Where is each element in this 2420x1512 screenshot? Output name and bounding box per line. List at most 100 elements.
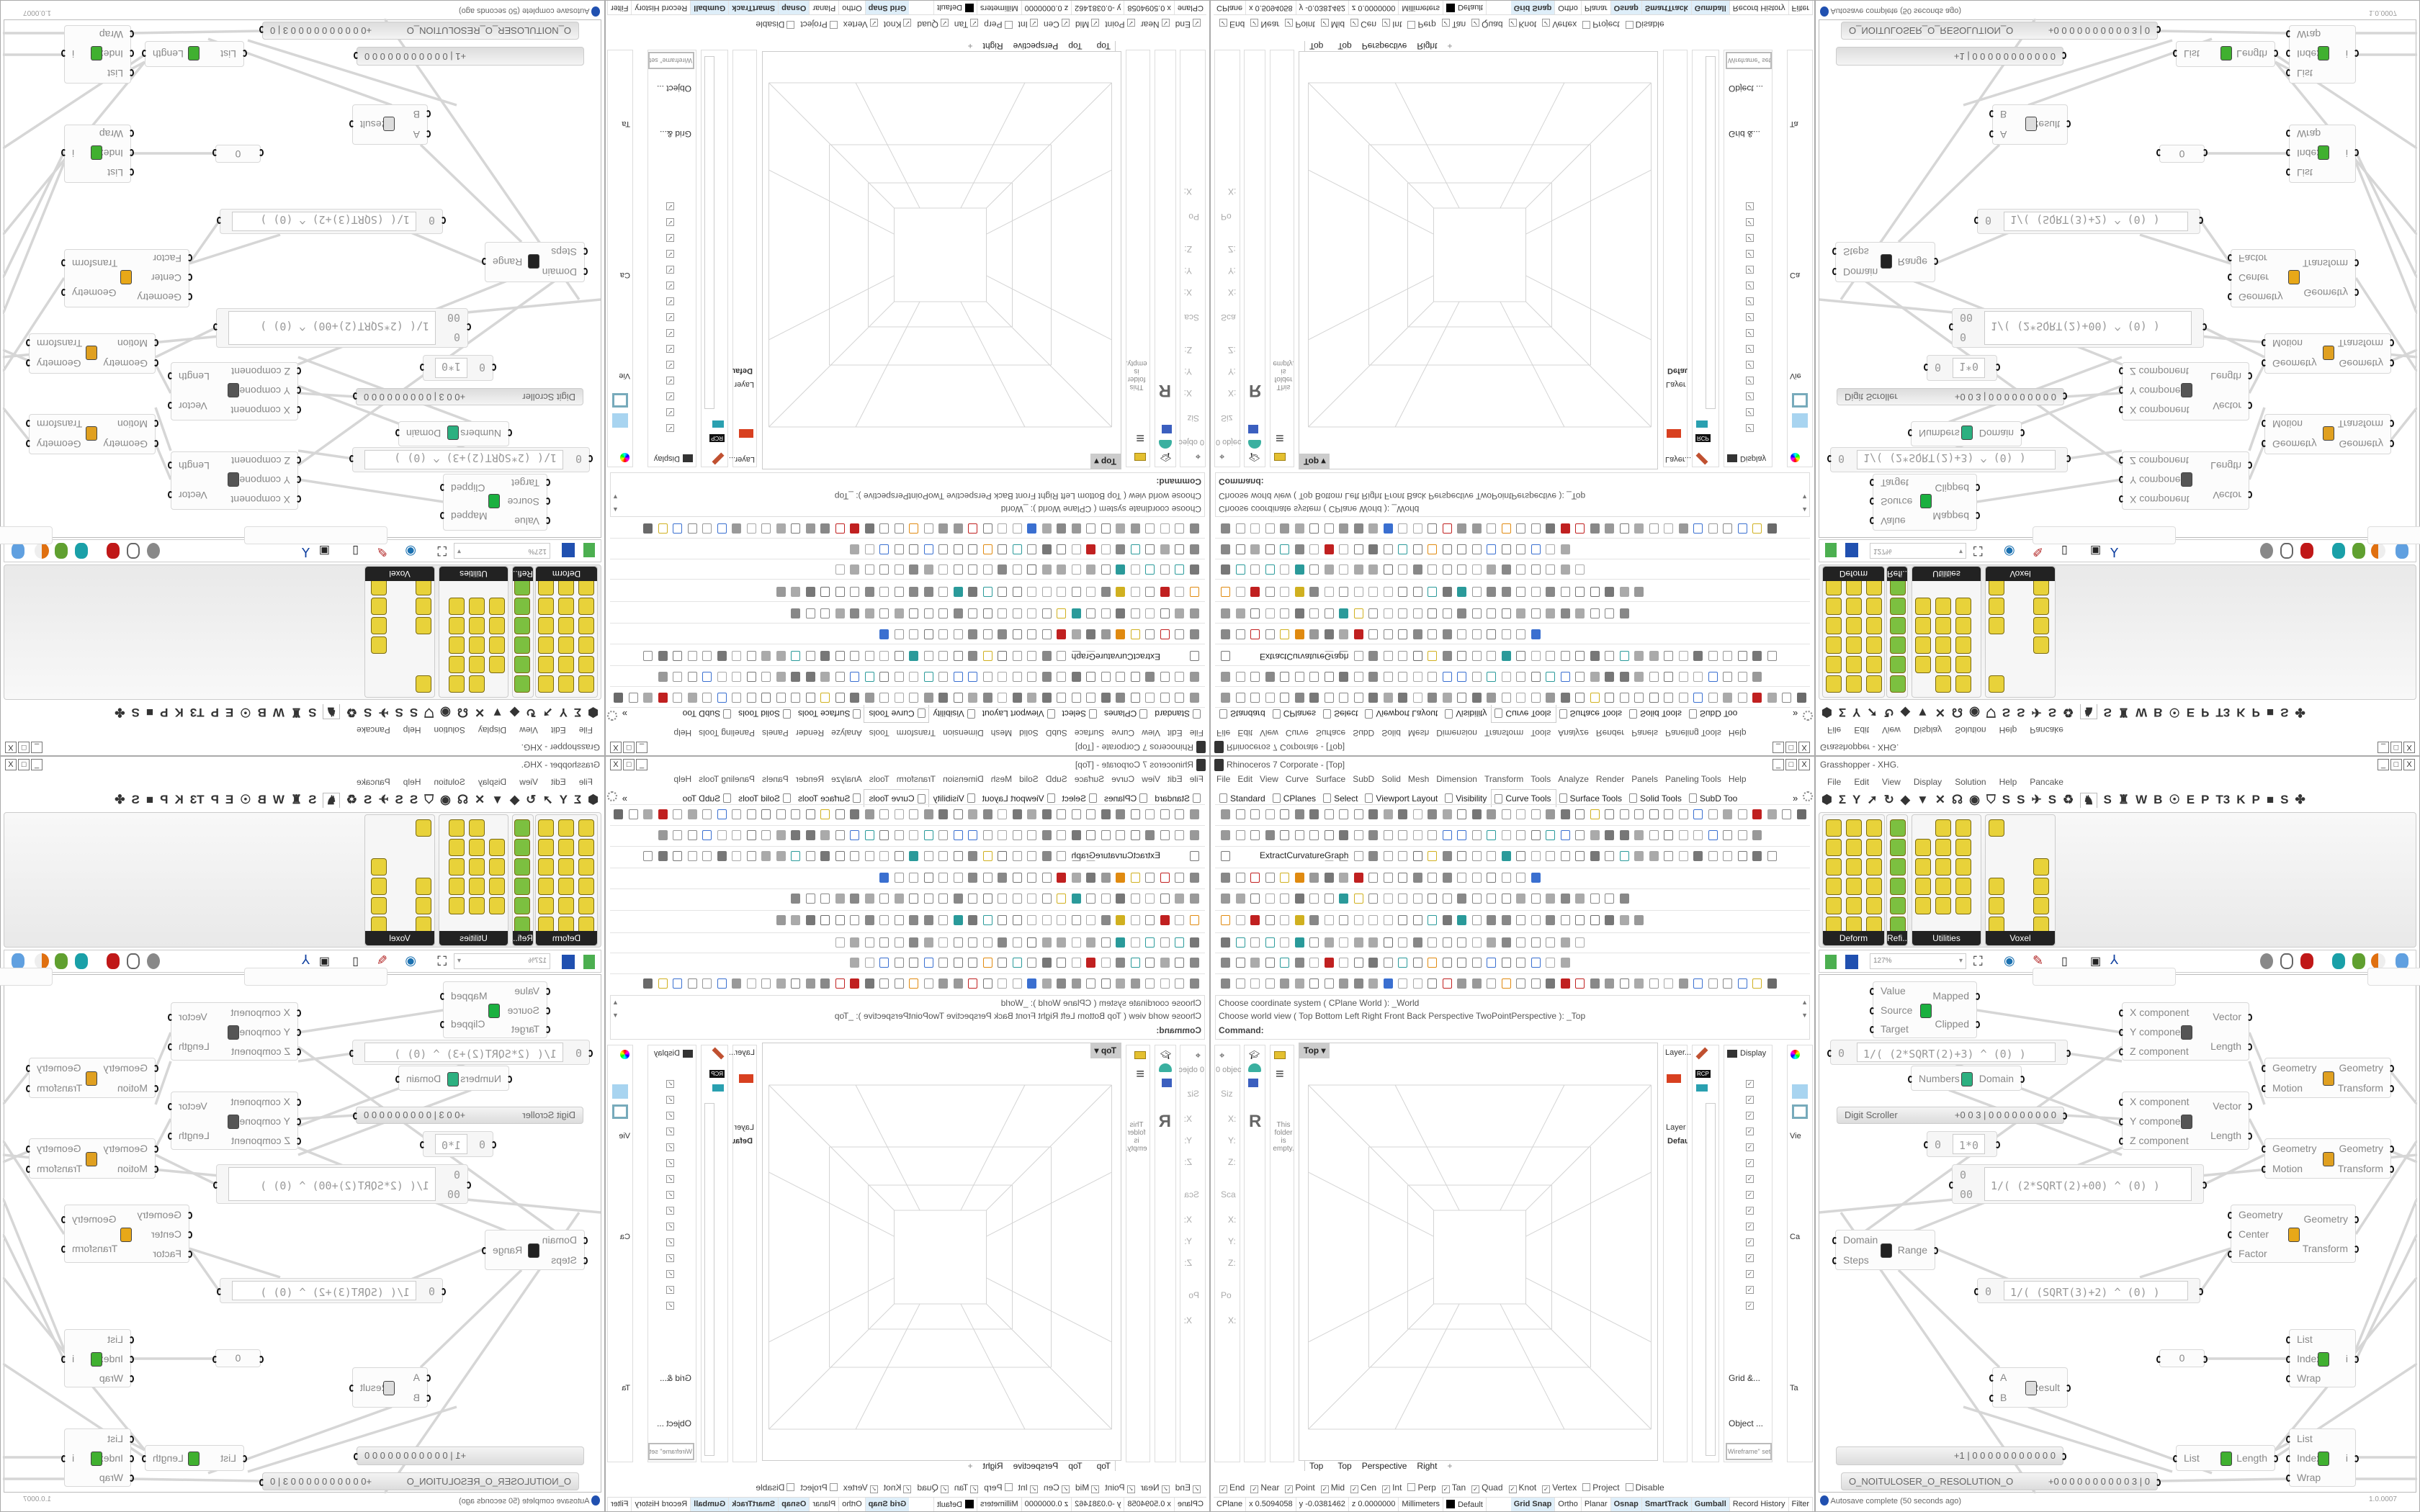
tool-icon[interactable] — [1471, 915, 1482, 925]
display-option-checkbox[interactable]: ✓ — [666, 1270, 674, 1278]
output-param[interactable]: Length — [179, 1129, 210, 1141]
tool-icon[interactable] — [938, 587, 949, 597]
expression-text[interactable]: 1/( (SQRT(3)+2) ^ (0) ) — [232, 1281, 416, 1300]
tool-icon[interactable] — [835, 693, 845, 703]
display-option-checkbox[interactable]: ✓ — [666, 361, 674, 369]
display-option-checkbox[interactable]: ✓ — [666, 1112, 674, 1120]
tool-icon[interactable] — [1487, 937, 1496, 948]
component-icon[interactable] — [1915, 617, 1931, 634]
output-param[interactable]: Length — [2236, 48, 2267, 60]
tool-icon[interactable] — [1516, 978, 1525, 989]
output-port[interactable] — [61, 1216, 66, 1224]
gh-tab[interactable]: ✤ — [2295, 706, 2305, 719]
input-port[interactable] — [2262, 339, 2267, 346]
input-port[interactable] — [2119, 1117, 2124, 1125]
tool-icon[interactable] — [983, 873, 992, 883]
input-param[interactable]: Target — [1881, 477, 1909, 490]
tool-icon[interactable] — [1412, 830, 1422, 840]
tool-icon[interactable] — [1013, 809, 1022, 819]
component-icon[interactable] — [371, 897, 387, 914]
hamburger-icon[interactable]: ≡ — [1276, 430, 1284, 446]
tool-icon[interactable] — [1398, 978, 1407, 989]
tool-icon[interactable] — [998, 672, 1008, 682]
input-param[interactable]: Motion — [117, 418, 148, 430]
tool-icon[interactable] — [968, 873, 978, 883]
tool-icon[interactable] — [1634, 587, 1644, 597]
gh-tab[interactable]: ☊ — [1952, 793, 1963, 806]
tool-icon[interactable] — [658, 672, 668, 682]
tool-icon[interactable] — [1280, 544, 1289, 554]
tool-icon[interactable] — [806, 672, 815, 682]
output-param[interactable]: i — [72, 148, 75, 160]
tool-icon[interactable] — [1383, 809, 1393, 819]
tool-icon[interactable] — [1145, 873, 1155, 883]
tool-icon[interactable] — [1353, 958, 1363, 968]
tool-icon[interactable] — [1501, 978, 1511, 989]
mesh-quality-icon[interactable] — [75, 953, 88, 969]
tool-icon[interactable] — [865, 894, 874, 904]
tool-icon[interactable] — [1235, 937, 1245, 948]
tool-icon[interactable] — [1442, 978, 1452, 989]
output-port[interactable] — [482, 258, 487, 265]
input-param[interactable]: Numbers — [460, 428, 501, 440]
tool-icon[interactable] — [1634, 523, 1644, 534]
gh-tab[interactable]: Σ — [573, 793, 582, 806]
component-icon[interactable] — [578, 858, 594, 876]
input-param[interactable]: X component — [230, 405, 291, 417]
component-icon[interactable] — [449, 617, 465, 634]
scrollbar[interactable] — [1706, 56, 1716, 409]
tool-icon[interactable] — [1368, 894, 1378, 904]
tool-icon[interactable] — [1560, 523, 1570, 534]
tool-icon[interactable] — [1693, 672, 1703, 682]
maximize-button[interactable]: □ — [623, 759, 635, 770]
input-port[interactable] — [129, 1454, 134, 1462]
tool-icon[interactable] — [1678, 693, 1688, 703]
gh-menu-file[interactable]: File — [1827, 777, 1842, 787]
tool-icon[interactable] — [1309, 809, 1319, 819]
component-icon[interactable] — [1915, 656, 1931, 673]
gh-menu-view[interactable]: View — [519, 725, 538, 735]
sketch-pen-icon[interactable]: ✎ — [376, 953, 387, 968]
scroll-up-button[interactable]: ▲ — [612, 999, 619, 1006]
wire[interactable] — [189, 1247, 281, 1279]
display-option-checkbox[interactable]: ✓ — [666, 1175, 674, 1183]
status-toggle-filter[interactable]: Filter — [1788, 1, 1813, 14]
expression-component[interactable]: 0 1/( (2*SQRT(2)+3) ^ (0) ) — [349, 447, 593, 472]
menu-panels[interactable]: Panels — [762, 774, 789, 784]
input-param[interactable]: List — [2184, 1452, 2200, 1464]
input-param[interactable]: List — [107, 167, 123, 179]
tool-icon[interactable] — [1116, 937, 1126, 948]
osnap-perp[interactable]: Perp — [1407, 19, 1436, 30]
tool-icon[interactable] — [643, 978, 653, 989]
tool-icon[interactable] — [835, 978, 845, 989]
expression-component[interactable]: 0 1/( (SQRT(3)+2) ^ (0) ) — [1974, 209, 2203, 234]
input-param[interactable]: Source — [507, 496, 539, 508]
checkbox[interactable]: ✓ — [1029, 1485, 1038, 1493]
output-param[interactable]: Transform — [2337, 418, 2383, 430]
minimize-button[interactable]: _ — [31, 742, 42, 753]
tool-icon[interactable] — [983, 651, 992, 661]
tool-icon[interactable] — [1131, 587, 1140, 597]
tool-icon[interactable] — [1190, 672, 1199, 682]
chevron-down-icon[interactable]: ▾ — [1094, 456, 1099, 467]
tool-icon[interactable] — [924, 894, 933, 904]
expression-input[interactable]: 0 — [478, 361, 485, 374]
tool-icon[interactable] — [1221, 544, 1230, 554]
tool-icon[interactable] — [865, 608, 874, 618]
material-preview-icon[interactable] — [35, 953, 49, 969]
tool-icon[interactable] — [747, 830, 756, 840]
checkbox[interactable]: ✓ — [903, 1485, 912, 1493]
menu-dimension[interactable]: Dimension — [1436, 774, 1477, 784]
gear-icon[interactable] — [607, 711, 617, 721]
component-icon[interactable] — [538, 839, 554, 856]
panel-component[interactable]: 0 — [2156, 145, 2208, 163]
tool-icon[interactable] — [1294, 915, 1304, 925]
mesh-quality-icon[interactable] — [2332, 543, 2345, 559]
tool-icon[interactable] — [1190, 651, 1199, 661]
tool-icon[interactable] — [629, 809, 638, 819]
menu-panels[interactable]: Panels — [762, 728, 789, 738]
tool-icon[interactable] — [761, 830, 771, 840]
expression-component[interactable]: 0 1/( (SQRT(3)+2) ^ (0) ) — [1974, 1278, 2203, 1303]
expression-input[interactable]: 0 — [1960, 1168, 1967, 1182]
tool-icon[interactable] — [1457, 523, 1466, 534]
